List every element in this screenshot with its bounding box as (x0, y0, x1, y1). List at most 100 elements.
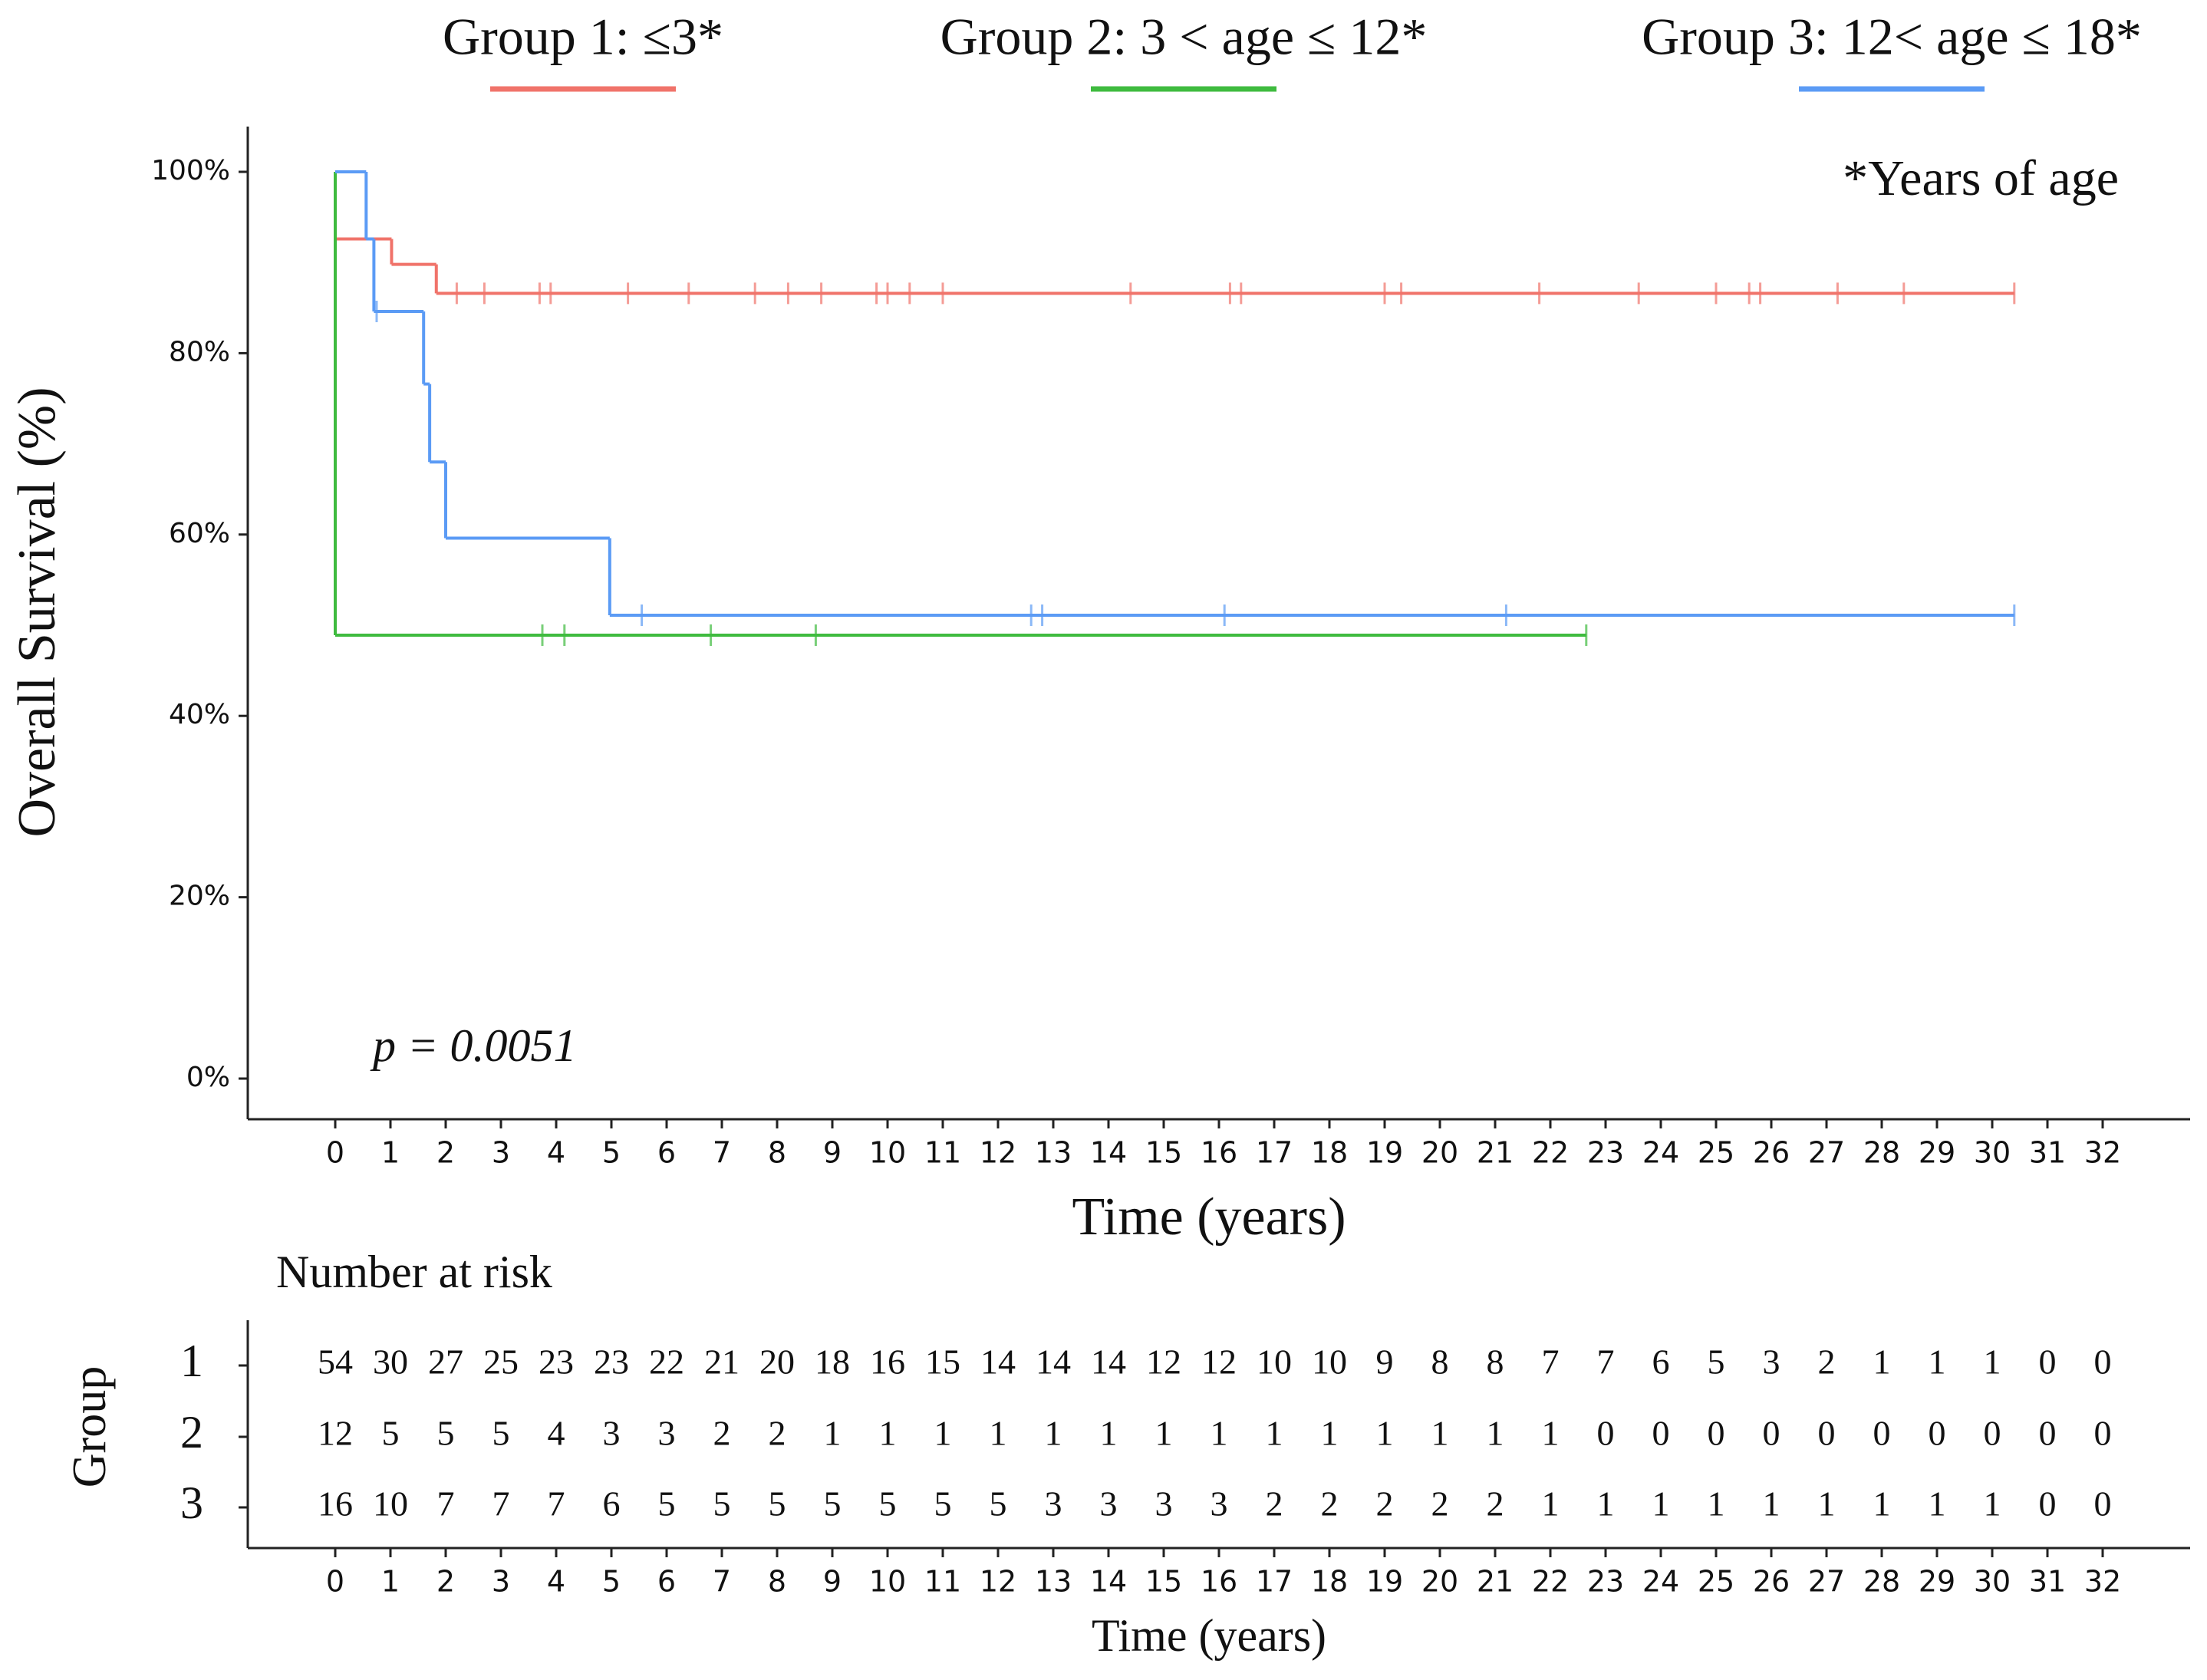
at-risk-count: 10 (1257, 1342, 1292, 1382)
at-risk-count: 5 (934, 1484, 952, 1524)
table-x-tick-label: 16 (1201, 1565, 1237, 1599)
x-tick-label: 27 (1808, 1136, 1845, 1170)
at-risk-count: 1 (1597, 1484, 1615, 1524)
table-x-tick-label: 22 (1532, 1565, 1569, 1599)
at-risk-count: 0 (1652, 1414, 1670, 1453)
at-risk-count: 2 (769, 1414, 786, 1453)
y-tick-label: 40% (169, 699, 230, 730)
at-risk-count: 14 (1036, 1342, 1071, 1382)
at-risk-count: 20 (759, 1342, 795, 1382)
at-risk-count: 0 (2039, 1484, 2057, 1524)
table-x-title: Time (years) (1092, 1610, 1326, 1661)
table-x-tick-label: 4 (547, 1565, 565, 1599)
table-x-tick-label: 19 (1366, 1565, 1403, 1599)
at-risk-count: 0 (1984, 1414, 2001, 1453)
at-risk-count: 1 (1873, 1484, 1891, 1524)
table-x-tick-label: 20 (1421, 1565, 1458, 1599)
legend-label: Group 3: 12< age ≤ 18* (1642, 8, 2142, 66)
at-risk-count: 0 (2094, 1414, 2112, 1453)
at-risk-count: 0 (2039, 1342, 2057, 1382)
x-tick-label: 17 (1256, 1136, 1293, 1170)
at-risk-count: 3 (1763, 1342, 1780, 1382)
table-x-tick-label: 8 (768, 1565, 786, 1599)
at-risk-count: 2 (1431, 1484, 1449, 1524)
table-x-tick-label: 9 (823, 1565, 842, 1599)
at-risk-count: 3 (1211, 1484, 1228, 1524)
at-risk-count: 0 (2094, 1484, 2112, 1524)
table-x-tick-label: 30 (1974, 1565, 2011, 1599)
x-axis-title: Time (years) (1072, 1188, 1346, 1247)
x-tick-label: 23 (1587, 1136, 1624, 1170)
at-risk-count: 5 (769, 1484, 786, 1524)
x-tick-label: 1 (381, 1136, 400, 1170)
table-x-tick-label: 5 (602, 1565, 621, 1599)
at-risk-count: 1 (1155, 1414, 1173, 1453)
table-x-tick-label: 24 (1642, 1565, 1679, 1599)
at-risk-count: 0 (1873, 1414, 1891, 1453)
at-risk-count: 0 (2039, 1414, 2057, 1453)
at-risk-count: 5 (437, 1414, 455, 1453)
y-tick-label: 80% (169, 336, 230, 367)
table-title: Number at risk (276, 1247, 552, 1297)
table-x-tick-label: 14 (1090, 1565, 1127, 1599)
row-label: 1 (180, 1336, 203, 1386)
at-risk-count: 27 (428, 1342, 463, 1382)
at-risk-count: 4 (548, 1414, 565, 1453)
at-risk-count: 25 (483, 1342, 519, 1382)
x-tick-label: 19 (1366, 1136, 1403, 1170)
table-x-tick-label: 2 (436, 1565, 455, 1599)
at-risk-count: 30 (373, 1342, 408, 1382)
x-tick-label: 29 (1919, 1136, 1955, 1170)
table-x-tick-label: 21 (1477, 1565, 1514, 1599)
x-tick-label: 31 (2029, 1136, 2066, 1170)
table-x-tick-label: 31 (2029, 1565, 2066, 1599)
at-risk-count: 2 (1321, 1484, 1339, 1524)
y-tick-label: 60% (169, 518, 230, 549)
at-risk-count: 1 (1873, 1342, 1891, 1382)
at-risk-count: 10 (1312, 1342, 1347, 1382)
at-risk-count: 0 (1708, 1414, 1725, 1453)
at-risk-count: 1 (1376, 1414, 1394, 1453)
at-risk-count: 1 (824, 1414, 842, 1453)
x-tick-label: 25 (1698, 1136, 1734, 1170)
y-tick-label: 0% (186, 1062, 230, 1093)
at-risk-count: 1 (934, 1414, 952, 1453)
at-risk-count: 1 (1321, 1414, 1339, 1453)
at-risk-count: 7 (1542, 1342, 1560, 1382)
at-risk-count: 5 (990, 1484, 1007, 1524)
table-x-tick-label: 13 (1035, 1565, 1072, 1599)
at-risk-count: 18 (815, 1342, 850, 1382)
at-risk-count: 1 (1542, 1484, 1560, 1524)
row-label: 3 (180, 1477, 203, 1528)
at-risk-count: 5 (713, 1484, 731, 1524)
legend-label: Group 2: 3 < age ≤ 12* (940, 8, 1428, 66)
at-risk-count: 1 (1763, 1484, 1780, 1524)
x-tick-label: 16 (1201, 1136, 1237, 1170)
at-risk-count: 1 (1818, 1484, 1836, 1524)
at-risk-count: 16 (318, 1484, 353, 1524)
at-risk-count: 23 (594, 1342, 629, 1382)
at-risk-count: 9 (1376, 1342, 1394, 1382)
at-risk-count: 1 (1100, 1414, 1118, 1453)
at-risk-count: 1 (1431, 1414, 1449, 1453)
table-x-tick-label: 11 (924, 1565, 961, 1599)
at-risk-count: 22 (649, 1342, 684, 1382)
at-risk-count: 14 (1091, 1342, 1126, 1382)
y-tick-label: 20% (169, 881, 230, 912)
at-risk-count: 1 (1984, 1342, 2001, 1382)
table-x-tick-label: 25 (1698, 1565, 1734, 1599)
table-x-tick-label: 26 (1753, 1565, 1790, 1599)
y-axis-title: Overall Survival (%) (8, 387, 67, 837)
at-risk-count: 21 (704, 1342, 740, 1382)
at-risk-count: 2 (1487, 1484, 1504, 1524)
at-risk-count: 2 (1266, 1484, 1283, 1524)
row-label: 2 (180, 1407, 203, 1458)
at-risk-count: 2 (1376, 1484, 1394, 1524)
at-risk-count: 1 (1652, 1484, 1670, 1524)
at-risk-count: 12 (1201, 1342, 1237, 1382)
at-risk-count: 1 (990, 1414, 1007, 1453)
table-x-tick-label: 15 (1145, 1565, 1182, 1599)
at-risk-count: 2 (1818, 1342, 1836, 1382)
at-risk-count: 3 (1100, 1484, 1118, 1524)
table-x-tick-label: 17 (1256, 1565, 1293, 1599)
